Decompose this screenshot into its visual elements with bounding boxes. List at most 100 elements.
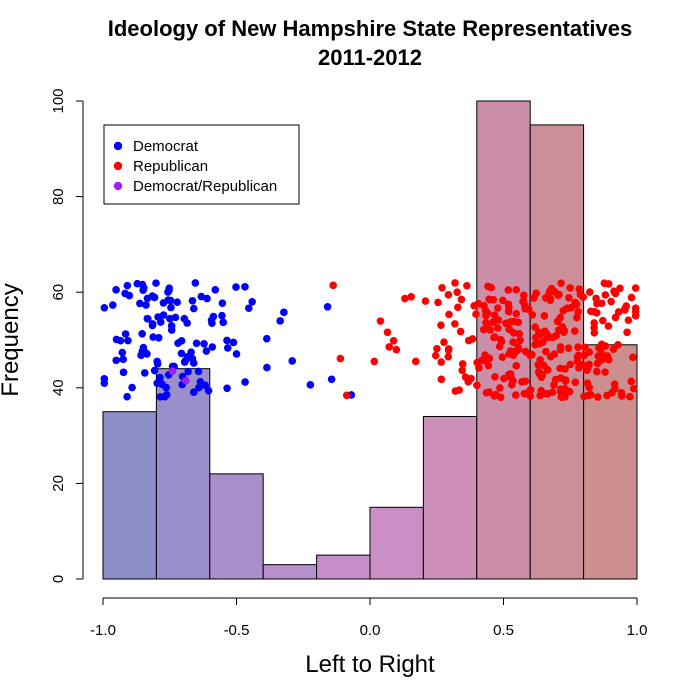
republican-point-276 [597, 340, 606, 349]
democrat-point-35 [119, 355, 127, 364]
democrat-point-49 [148, 321, 157, 330]
republican-point-36 [451, 387, 460, 395]
republican-point-252 [629, 353, 637, 362]
republican-point-273 [616, 284, 624, 293]
republican-point-118 [481, 351, 489, 359]
republican-point-40 [458, 366, 467, 375]
chart-title-line2: 2011-2012 [318, 45, 422, 70]
democrat-point-84 [202, 347, 211, 355]
histogram-bar-2 [209, 473, 264, 580]
democrat-point-65 [128, 383, 136, 392]
republican-point-11 [392, 345, 401, 354]
y-tick-label-2: 40 [50, 379, 67, 396]
democrat-point-120 [280, 308, 288, 317]
democrat-point-78 [156, 393, 165, 401]
republican-point-23 [440, 338, 448, 346]
democrat-point-108 [223, 344, 232, 352]
republican-point-4 [385, 343, 394, 351]
republican-point-63 [494, 304, 502, 312]
republican-point-15 [437, 375, 446, 384]
republican-point-115 [510, 317, 518, 326]
democrat-point-93 [209, 312, 218, 321]
republican-point-27 [472, 310, 480, 319]
democrat-point-119 [262, 334, 271, 343]
democrat-point-114 [232, 350, 241, 358]
democrat-point-103 [208, 319, 216, 327]
democrat-republican-point-1 [181, 376, 190, 385]
x-tick-label-4: 1.0 [627, 622, 648, 639]
democrat-point-45 [136, 299, 144, 308]
republican-point-258 [592, 308, 601, 317]
republican-point-34 [444, 345, 453, 353]
republican-point-85 [473, 358, 481, 367]
republican-point-219 [553, 317, 562, 326]
democrat-point-106 [192, 339, 201, 348]
republican-point-286 [603, 352, 612, 360]
democrat-point-107 [218, 299, 227, 307]
democrat-point-26 [109, 301, 117, 309]
republican-point-289 [566, 284, 574, 292]
republican-point-248 [626, 392, 634, 401]
republican-point-188 [536, 391, 544, 400]
democrat-point-111 [188, 297, 197, 305]
republican-point-12 [401, 294, 409, 303]
republican-point-144 [566, 360, 575, 369]
democrat-point-48 [116, 336, 125, 345]
democrat-point-115 [187, 348, 195, 356]
republican-point-125 [506, 370, 515, 378]
republican-point-178 [540, 312, 549, 320]
republican-point-108 [483, 320, 492, 328]
republican-point-49 [519, 291, 528, 300]
democrat-point-56 [200, 339, 208, 348]
republican-point-79 [512, 362, 521, 370]
republican-point-214 [556, 385, 565, 393]
democrat-point-34 [144, 314, 152, 323]
republican-point-242 [622, 302, 631, 310]
republican-point-179 [559, 306, 568, 315]
republican-point-284 [582, 366, 591, 374]
republican-point-250 [592, 367, 601, 376]
republican-point-197 [571, 298, 579, 307]
republican-point-117 [514, 343, 522, 352]
republican-point-29 [444, 291, 453, 299]
histogram-bar-5 [369, 506, 424, 580]
x-tick-label-0: -1.0 [90, 622, 116, 639]
legend-label-0: Democrat [133, 138, 199, 155]
democrat-point-101 [232, 283, 240, 291]
republican-point-271 [601, 291, 610, 299]
republican-point-254 [571, 378, 580, 387]
democrat-point-24 [143, 294, 152, 303]
republican-point-80 [485, 388, 493, 396]
democrat-point-88 [203, 294, 211, 303]
democrat-point-67 [121, 289, 129, 298]
democrat-point-100 [194, 367, 203, 376]
democrat-point-55 [140, 284, 148, 292]
republican-point-287 [627, 377, 635, 386]
democrat-point-64 [159, 299, 168, 307]
republican-point-60 [490, 333, 498, 342]
democrat-point-89 [195, 383, 203, 392]
republican-point-89 [511, 391, 520, 399]
legend-marker-0 [113, 141, 123, 151]
democrat-point-72 [133, 279, 142, 288]
republican-point-120 [499, 296, 507, 305]
democrat-point-28 [112, 356, 121, 365]
republican-point-234 [631, 304, 640, 313]
democrat-point-86 [244, 304, 253, 313]
republican-point-0 [342, 391, 351, 400]
republican-point-279 [631, 284, 640, 292]
republican-point-270 [617, 389, 626, 397]
republican-point-277 [624, 316, 633, 324]
republican-point-112 [496, 335, 505, 344]
democrat-point-117 [288, 357, 297, 365]
republican-point-198 [543, 389, 552, 398]
republican-point-218 [543, 366, 552, 374]
republican-point-39 [433, 344, 441, 353]
histogram-bar-6 [422, 415, 478, 580]
democrat-point-118 [263, 363, 271, 372]
histogram-bar-0 [102, 411, 157, 580]
republican-point-2 [329, 281, 337, 290]
republican-point-232 [573, 357, 582, 366]
democrat-point-82 [223, 336, 231, 345]
